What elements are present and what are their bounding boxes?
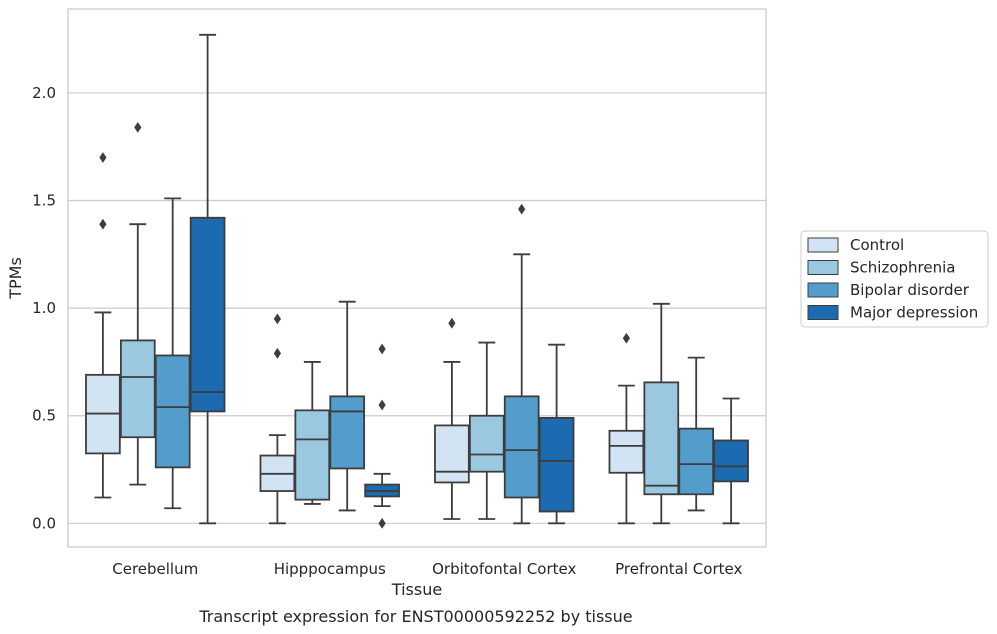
box-group	[259, 313, 296, 525]
y-tick-label: 2.0	[32, 84, 56, 102]
outlier-point	[99, 152, 107, 163]
outlier-point	[378, 399, 386, 411]
legend-swatch	[807, 237, 839, 253]
box-body	[468, 414, 505, 473]
box-body	[189, 216, 226, 413]
outlier-point	[134, 121, 142, 133]
x-tick-label: Cerebellum	[112, 560, 198, 578]
box-body	[119, 339, 156, 439]
box-group	[468, 341, 505, 520]
x-axis-title: Tissue	[391, 580, 442, 599]
box-group	[189, 33, 226, 525]
legend-swatch	[807, 305, 839, 320]
box-group	[608, 332, 645, 525]
box-group	[85, 152, 121, 499]
box-group	[364, 343, 400, 529]
box-group	[294, 361, 331, 505]
x-tick-label: Prefrontal Cortex	[615, 560, 742, 578]
box-group	[329, 300, 366, 512]
legend: Control Schizophrenia Bipolar disorder Majo…	[800, 230, 989, 328]
outlier-point	[378, 517, 386, 529]
outlier-point	[378, 343, 386, 355]
boxes	[85, 33, 749, 529]
legend-label: Bipolar disorder	[850, 281, 970, 299]
box-group	[434, 317, 470, 520]
x-tick-label: Hipppocampus	[274, 560, 386, 578]
outlier-point	[273, 313, 281, 325]
outlier-point	[99, 218, 107, 230]
outlier-point	[622, 332, 630, 344]
box-body	[154, 354, 191, 469]
legend-swatch	[807, 260, 839, 275]
y-tick-label: 1.0	[32, 299, 56, 317]
outlier-point	[273, 347, 281, 359]
box-body	[678, 427, 715, 496]
legend-label: Control	[850, 236, 904, 254]
legend-label: Major depression	[850, 304, 978, 322]
y-tick-label: 1.5	[32, 192, 56, 210]
legend-frame	[800, 230, 989, 328]
box-group	[154, 197, 191, 510]
legend-label: Schizophrenia	[850, 259, 955, 277]
box-body	[713, 439, 749, 483]
x-tick-label: Orbitofontal Cortex	[432, 560, 576, 578]
box-body	[643, 381, 680, 496]
chart-title: Transcript expression for ENST0000059225…	[198, 607, 632, 626]
legend-swatch	[807, 282, 839, 298]
box-body	[608, 429, 645, 474]
x-tick-labels: Cerebellum Hipppocampus Orbitofontal Corte…	[112, 560, 742, 578]
y-tick-label: 0.5	[32, 407, 56, 425]
box-group	[503, 203, 540, 525]
box-body	[503, 395, 540, 499]
box-body	[538, 416, 575, 513]
y-tick-labels: 0.0 0.5 1.0 1.5 2.0	[32, 84, 56, 532]
box-body	[434, 424, 470, 484]
y-axis-title: TPMs	[6, 257, 25, 300]
box-group	[678, 356, 715, 512]
box-group	[119, 121, 156, 486]
box-body	[294, 409, 331, 501]
box-body	[329, 395, 366, 470]
outlier-point	[448, 317, 456, 329]
box-group	[643, 302, 680, 525]
box-group	[538, 343, 575, 525]
outlier-point	[518, 203, 526, 215]
box-group	[713, 397, 749, 525]
y-tick-label: 0.0	[32, 514, 56, 532]
